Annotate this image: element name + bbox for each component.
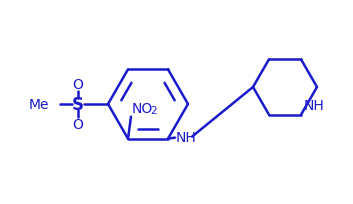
Text: O: O	[73, 78, 83, 92]
Text: Me: Me	[29, 98, 49, 111]
Text: NO: NO	[132, 101, 153, 115]
Text: NH: NH	[176, 130, 197, 144]
Text: 2: 2	[150, 105, 157, 115]
Text: S: S	[72, 95, 84, 113]
Text: NH: NH	[304, 98, 325, 112]
Text: O: O	[73, 118, 83, 131]
